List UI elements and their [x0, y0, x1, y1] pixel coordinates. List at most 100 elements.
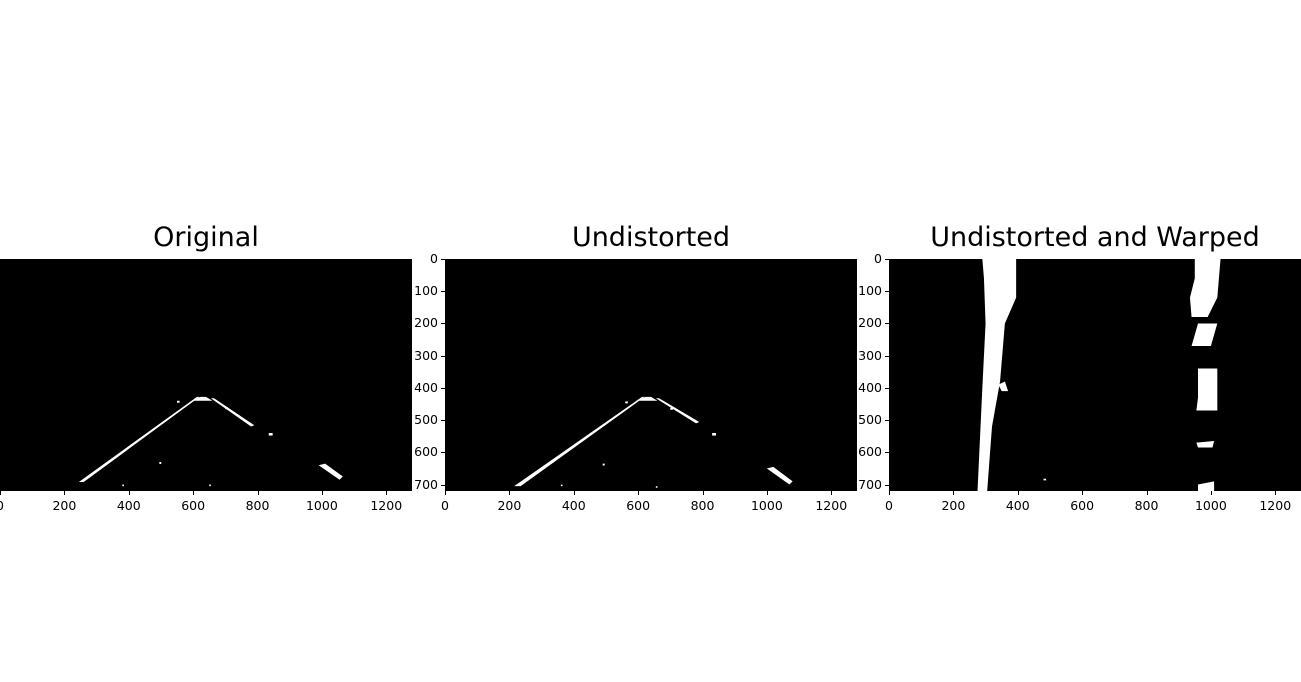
x-tick-label: 200 [52, 498, 77, 513]
warped-right-lane-dash [1191, 323, 1218, 346]
noise-point [670, 407, 673, 410]
x-tick-label: 0 [441, 498, 449, 513]
y-tick-label: 300 [414, 347, 438, 363]
right-lane-dashes [655, 398, 700, 424]
noise-point [655, 486, 658, 488]
noise-point [1043, 478, 1047, 481]
lane-fragment [712, 433, 717, 436]
y-tick-mark [885, 355, 889, 357]
lane-apex [638, 396, 658, 401]
y-tick-mark [885, 420, 889, 422]
image-panel-warped [889, 259, 1301, 491]
y-tick-mark [885, 291, 889, 293]
x-tick-mark [64, 491, 66, 495]
x-tick-label: 0 [0, 499, 4, 513]
x-tick-label: 200 [497, 498, 522, 513]
y-tick-mark [441, 259, 445, 260]
x-tick-mark [509, 491, 511, 495]
y-tick-mark [885, 484, 889, 486]
y-tick-label: 600 [414, 444, 438, 460]
y-tick-mark [441, 355, 445, 357]
warped-left-lane [977, 259, 1017, 491]
x-tick-mark [257, 491, 259, 495]
right-lane-segment [766, 466, 793, 485]
x-tick-label: 1200 [1259, 498, 1292, 513]
x-tick-mark [1146, 491, 1148, 495]
y-tick-mark [885, 323, 889, 325]
x-tick-label: 800 [245, 498, 270, 513]
noise-point [122, 484, 124, 487]
x-tick-label: 600 [1070, 498, 1095, 513]
warped-right-lane-dash [1196, 441, 1215, 448]
x-tick-mark [193, 491, 195, 495]
y-tick-label: 500 [414, 411, 438, 427]
image-panel-undistorted [445, 259, 857, 491]
panel-title-warped: Undistorted and Warped [930, 222, 1260, 253]
y-tick-label: 100 [858, 282, 882, 298]
x-tick-label: 800 [690, 498, 715, 513]
noise-point [177, 400, 180, 403]
x-tick-label: 400 [561, 498, 586, 513]
y-tick-label: 100 [414, 282, 438, 298]
x-tick-label: 600 [181, 498, 206, 513]
x-tick-mark [1017, 491, 1019, 495]
y-tick-label: 400 [858, 379, 882, 395]
noise-point [560, 484, 563, 487]
lane-apex [193, 396, 213, 401]
x-tick-mark [0, 491, 1, 495]
x-tick-label: 0 [885, 498, 893, 513]
noise-point [602, 463, 605, 466]
lane-fragment [268, 433, 273, 436]
y-tick-label: 300 [858, 347, 882, 363]
x-tick-label: 1000 [305, 498, 338, 513]
x-tick-label: 1000 [1194, 498, 1227, 513]
x-tick-label: 1000 [750, 498, 783, 513]
x-tick-mark [573, 491, 575, 495]
binary-lane-image-original [78, 396, 343, 487]
x-tick-label: 1200 [815, 498, 848, 513]
binary-lane-image-warped [977, 259, 1221, 491]
y-tick-label: 400 [414, 379, 438, 395]
x-tick-mark [702, 491, 704, 495]
x-tick-label: 800 [1134, 498, 1159, 513]
binary-lane-image-undistorted [514, 396, 793, 488]
x-tick-mark [386, 491, 388, 495]
x-tick-mark [128, 491, 130, 495]
warped-left-lane-notch [998, 381, 1009, 392]
x-tick-mark [831, 491, 833, 495]
y-tick-mark [885, 387, 889, 389]
y-tick-mark [441, 387, 445, 389]
y-tick-mark [441, 323, 445, 325]
x-tick-mark [445, 491, 446, 495]
x-tick-mark [889, 491, 890, 495]
image-panel-original [0, 259, 412, 491]
y-tick-mark [885, 452, 889, 454]
x-tick-mark [1082, 491, 1084, 495]
y-tick-label: 500 [858, 411, 882, 427]
warped-right-lane-dash [1189, 259, 1221, 317]
panel-title-original: Original [153, 222, 259, 253]
noise-point [225, 407, 228, 410]
left-lane-line [78, 396, 200, 482]
left-lane-line [514, 396, 645, 487]
x-tick-label: 400 [116, 498, 141, 513]
x-tick-mark [766, 491, 768, 495]
y-tick-mark [441, 484, 445, 486]
panel-title-undistorted: Undistorted [571, 222, 731, 253]
y-tick-label: 200 [414, 315, 438, 331]
warped-right-lane-dash [1196, 368, 1218, 411]
y-tick-label: 0 [874, 250, 882, 266]
warped-right-lane-dash [1198, 481, 1215, 491]
x-tick-label: 200 [941, 498, 966, 513]
x-tick-mark [1210, 491, 1212, 495]
y-tick-label: 600 [858, 444, 882, 460]
y-tick-mark [441, 452, 445, 454]
y-tick-label: 700 [858, 476, 882, 492]
right-lane-dashes [210, 398, 255, 427]
y-tick-label: 200 [858, 315, 882, 331]
y-tick-label: 0 [430, 250, 438, 266]
noise-point [625, 401, 628, 404]
x-tick-mark [321, 491, 323, 495]
y-tick-mark [885, 259, 889, 260]
noise-point [209, 484, 211, 487]
